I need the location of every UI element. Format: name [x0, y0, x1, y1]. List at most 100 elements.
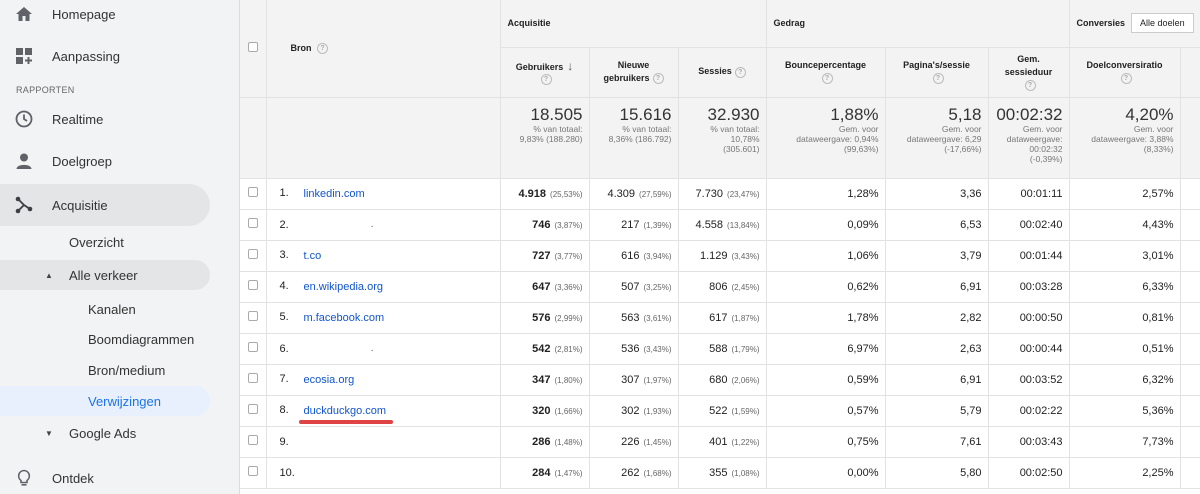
col-sessies[interactable]: Sessies? — [678, 47, 767, 98]
col-paginas-sessie[interactable]: Pagina's/sessie ? — [885, 47, 989, 98]
totals-empty-cell — [1180, 97, 1200, 179]
table-body: 1. linkedin.com 4.918 (25,53%) 4.309 (27,59%)… — [240, 178, 1200, 489]
row-checkbox[interactable] — [247, 249, 258, 259]
conversion-cell: 4,43% — [1069, 209, 1181, 241]
source-link[interactable]: linkedin.com — [303, 187, 365, 200]
row-checkbox[interactable] — [247, 373, 258, 383]
dashboard-grid-icon — [14, 46, 34, 66]
bounce-cell: 0,09% — [766, 209, 886, 241]
help-icon[interactable]: ? — [1120, 73, 1132, 85]
nav-google-ads[interactable]: ▼ Google Ads — [0, 418, 210, 448]
help-icon[interactable]: ? — [540, 73, 552, 85]
new-users-value: 262 — [621, 466, 640, 479]
source-link[interactable]: t.co — [303, 249, 322, 262]
nav-google-ads-label: Google Ads — [69, 425, 137, 441]
source-link[interactable]: duckduckgo.com — [303, 404, 387, 417]
sessions-cell: 1.129 (3,43%) — [678, 240, 767, 272]
users-pct: (3,87%) — [554, 220, 583, 230]
col-nieuwe-gebruikers[interactable]: Nieuwe gebruikers? — [589, 47, 679, 98]
source-cell: 2. — [266, 209, 501, 241]
nav-homepage[interactable]: Homepage — [0, 0, 240, 35]
col-doelconversieratio[interactable]: Doelconversiratio ? — [1069, 47, 1181, 98]
report-table: Bron ? Acquisitie Gedrag Conversies Alle … — [240, 0, 1200, 489]
nav-aanpassing[interactable]: Aanpassing — [0, 35, 240, 77]
sessions-value: 355 — [709, 466, 728, 479]
row-number: 3. — [279, 249, 289, 262]
col-bouncepercentage[interactable]: Bouncepercentage ? — [766, 47, 886, 98]
row-checkbox[interactable] — [247, 280, 258, 290]
total-sub: (99,63%) — [844, 143, 879, 154]
nav-realtime[interactable]: Realtime — [0, 98, 240, 140]
help-icon[interactable]: ? — [652, 73, 664, 85]
new-users-cell: 307 (1,97%) — [589, 364, 679, 396]
row-checkbox[interactable] — [247, 435, 258, 445]
new-users-cell: 536 (3,43%) — [589, 333, 679, 365]
col-gebruikers[interactable]: Gebruikers ↓ ? — [500, 47, 590, 98]
source-cell: 1. linkedin.com — [266, 178, 501, 210]
row-number: 1. — [279, 187, 289, 200]
goal-select[interactable]: Alle doelen — [1131, 13, 1194, 34]
total-duur: 00:02:32 Gem. voor dataweergave: 00:02:3… — [988, 97, 1070, 179]
new-users-value: 616 — [621, 249, 640, 262]
users-pct: (1,80%) — [554, 375, 583, 385]
nav-kanalen[interactable]: Kanalen — [0, 294, 210, 324]
users-cell: 4.918 (25,53%) — [500, 178, 590, 210]
new-users-pct: (3,25%) — [643, 282, 672, 292]
col-paginas-label: Pagina's/sessie — [903, 60, 970, 70]
nav-alle-verkeer[interactable]: ▲ Alle verkeer — [0, 260, 210, 290]
new-users-cell: 563 (3,61%) — [589, 302, 679, 334]
duration-cell: 00:02:22 — [988, 395, 1070, 427]
sessions-cell: 522 (1,59%) — [678, 395, 767, 427]
row-checkbox[interactable] — [247, 311, 258, 321]
row-checkbox[interactable] — [247, 218, 258, 228]
sessions-pct: (3,43%) — [731, 251, 760, 261]
help-icon[interactable]: ? — [1024, 79, 1036, 91]
select-all-checkbox[interactable] — [247, 42, 258, 53]
row-checkbox[interactable] — [247, 404, 258, 414]
help-icon[interactable]: ? — [932, 73, 944, 85]
col-gem-sessieduur[interactable]: Gem. sessieduur ? — [988, 47, 1070, 98]
conversion-cell: 6,33% — [1069, 271, 1181, 303]
row-checkbox[interactable] — [247, 342, 258, 352]
help-icon[interactable]: ? — [821, 73, 833, 85]
caret-down-icon: ▼ — [45, 428, 53, 438]
col-overflow — [1180, 47, 1200, 98]
col-nieuwe-label-2: gebruikers — [603, 73, 650, 83]
row-select-cell — [240, 333, 267, 365]
table-row: 4. en.wikipedia.org 647 (3,36%) 507 (3,25%) 80… — [240, 271, 1200, 303]
nav-overzicht[interactable]: Overzicht — [0, 227, 210, 257]
users-value: 746 — [532, 218, 551, 231]
row-checkbox[interactable] — [247, 466, 258, 476]
source-link[interactable]: m.facebook.com — [303, 311, 385, 324]
report-table-panel: Bron ? Acquisitie Gedrag Conversies Alle … — [240, 0, 1200, 494]
nav-ontdek[interactable]: Ontdek — [0, 457, 240, 494]
sessions-pct: (1,08%) — [731, 468, 760, 478]
nav-verwijzingen[interactable]: Verwijzingen — [0, 386, 210, 416]
total-value: 00:02:32 — [996, 104, 1063, 124]
col-duur-label-1: Gem. — [1017, 53, 1040, 64]
total-value: 18.505 — [530, 104, 583, 124]
source-link[interactable]: en.wikipedia.org — [303, 280, 384, 293]
pages-cell: 6,91 — [885, 271, 989, 303]
nav-boomdiagrammen[interactable]: Boomdiagrammen — [0, 324, 210, 354]
table-row: 9. 286 (1,48%) 226 (1,45%) 401 (1,22%) 0,75% 7,6… — [240, 426, 1200, 458]
users-pct: (1,66%) — [554, 406, 583, 416]
sessions-cell: 4.558 (13,84%) — [678, 209, 767, 241]
col-bounce-label: Bouncepercentage — [785, 60, 867, 70]
overflow-cell — [1180, 209, 1200, 241]
acquisition-icon — [14, 195, 34, 215]
help-icon[interactable]: ? — [734, 66, 746, 78]
source-link[interactable]: ecosia.org — [303, 373, 355, 386]
nav-doelgroep[interactable]: Doelgroep — [0, 140, 240, 182]
nav-bron-medium[interactable]: Bron/medium — [0, 355, 210, 385]
sessions-pct: (2,45%) — [731, 282, 760, 292]
select-all-cell — [240, 0, 267, 98]
nav-acquisitie[interactable]: Acquisitie — [0, 184, 210, 226]
pages-cell: 5,80 — [885, 457, 989, 489]
nav-overzicht-label: Overzicht — [69, 234, 124, 250]
row-checkbox[interactable] — [247, 187, 258, 197]
help-icon[interactable]: ? — [317, 42, 329, 54]
new-users-pct: (1,97%) — [643, 375, 672, 385]
source-header[interactable]: Bron ? — [266, 0, 501, 98]
sessions-cell: 806 (2,45%) — [678, 271, 767, 303]
